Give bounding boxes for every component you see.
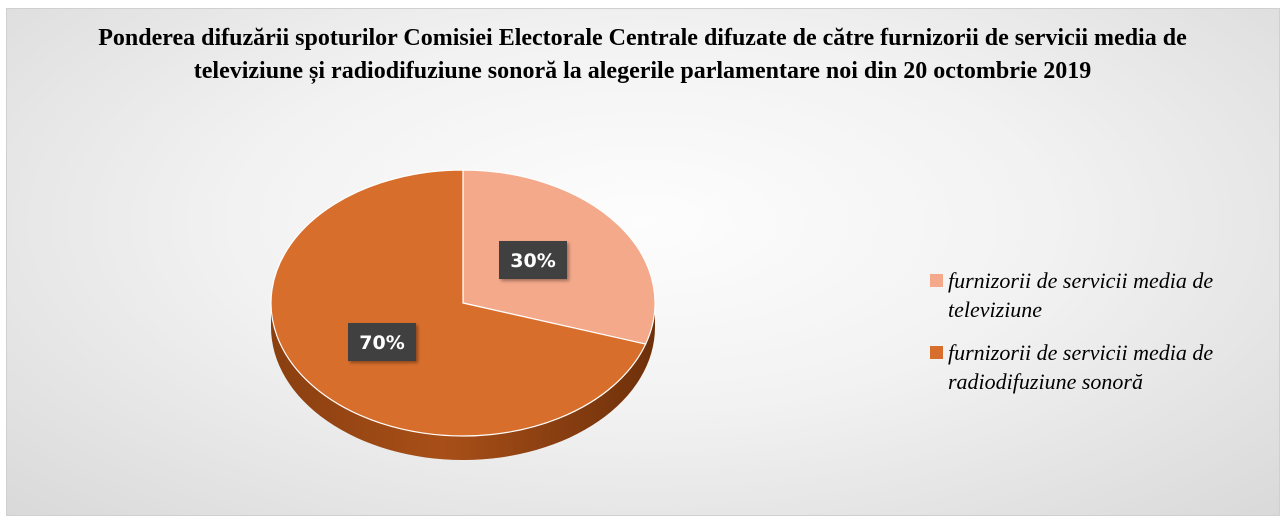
data-label-1: 30% — [499, 241, 567, 279]
legend-swatch-televiziune — [930, 274, 943, 287]
legend: furnizorii de servicii media de televizi… — [930, 266, 1260, 410]
pie-side-band — [271, 303, 655, 460]
data-label-text: 30% — [510, 250, 555, 272]
pie-slice-2 — [270, 169, 647, 437]
data-label-2: 70% — [348, 323, 416, 361]
pie-side-wall — [271, 303, 655, 460]
legend-label-televiziune: furnizorii de servicii media de televizi… — [948, 268, 1214, 322]
legend-item-televiziune: furnizorii de servicii media de televizi… — [930, 266, 1260, 324]
legend-swatch-radiodifuziune — [930, 346, 943, 359]
data-label-box — [348, 323, 416, 361]
legend-item-radiodifuziune: furnizorii de servicii media de radiodif… — [930, 338, 1260, 396]
data-label-box — [499, 241, 567, 279]
legend-label-radiodifuziune: furnizorii de servicii media de radiodif… — [948, 340, 1214, 394]
chart-title: Ponderea difuzării spoturilor Comisiei E… — [98, 25, 1187, 84]
data-label-text: 70% — [359, 332, 404, 354]
